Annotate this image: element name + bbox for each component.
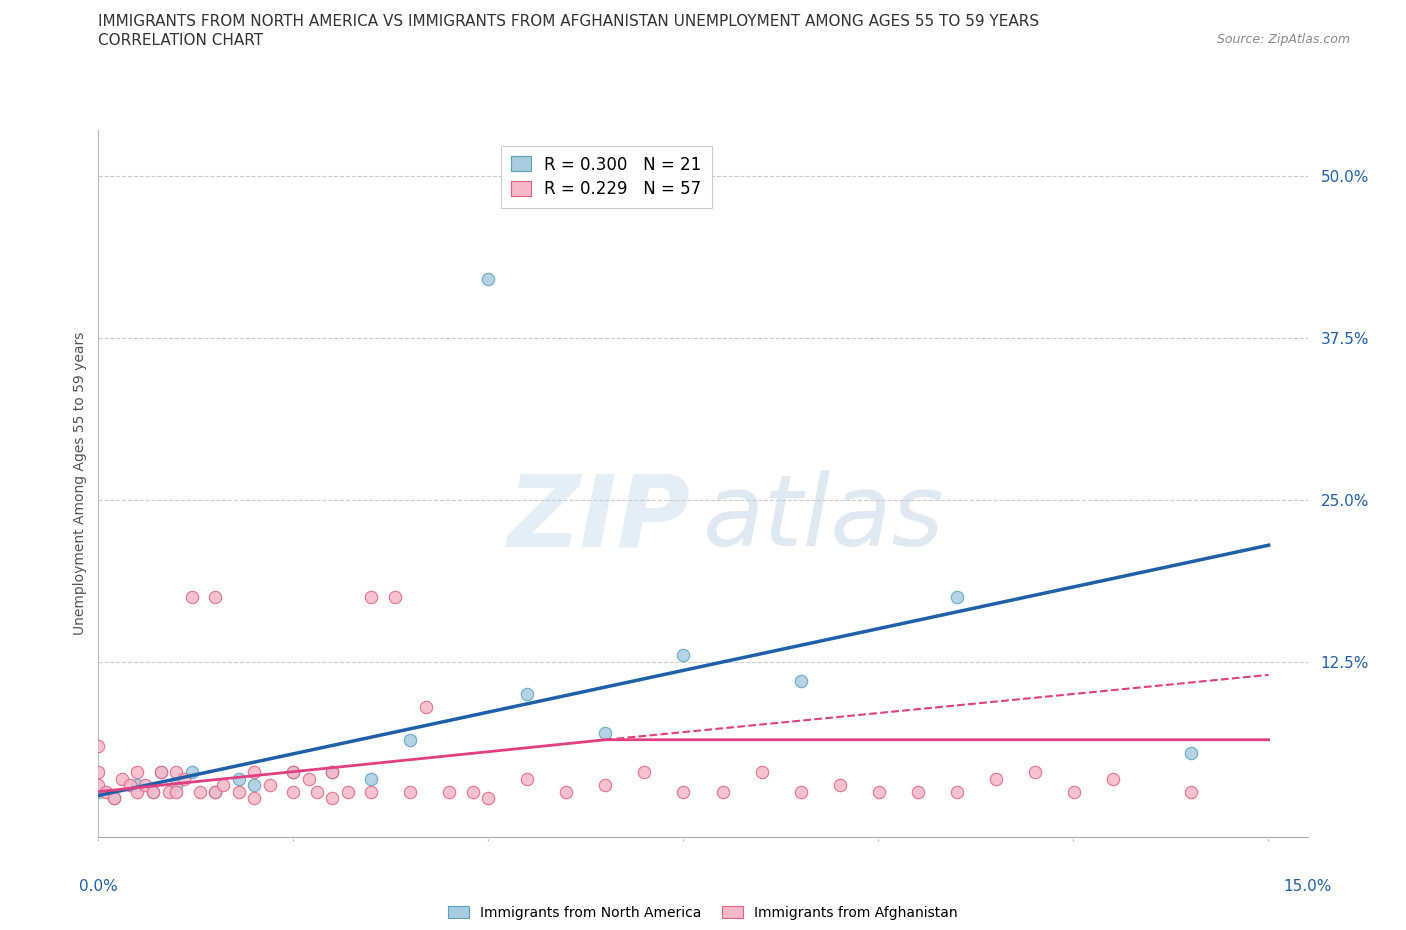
Point bbox=[204, 784, 226, 799]
Point bbox=[134, 777, 156, 792]
Point bbox=[321, 764, 343, 779]
Point bbox=[127, 777, 149, 792]
Point bbox=[595, 725, 617, 740]
Text: atlas: atlas bbox=[703, 471, 945, 567]
Point bbox=[1024, 764, 1046, 779]
Point bbox=[399, 732, 422, 747]
Point bbox=[204, 784, 226, 799]
Point bbox=[360, 784, 382, 799]
Point bbox=[1063, 784, 1085, 799]
Point bbox=[595, 777, 617, 792]
Point bbox=[142, 784, 165, 799]
Point bbox=[321, 764, 343, 779]
Text: CORRELATION CHART: CORRELATION CHART bbox=[98, 33, 263, 47]
Point bbox=[907, 784, 929, 799]
Point bbox=[283, 784, 305, 799]
Point bbox=[165, 784, 187, 799]
Legend: Immigrants from North America, Immigrants from Afghanistan: Immigrants from North America, Immigrant… bbox=[443, 900, 963, 925]
Point bbox=[751, 764, 773, 779]
Point bbox=[711, 784, 734, 799]
Point bbox=[555, 784, 578, 799]
Point bbox=[516, 771, 538, 786]
Point bbox=[477, 272, 499, 286]
Point bbox=[828, 777, 851, 792]
Text: 0.0%: 0.0% bbox=[79, 879, 118, 894]
Point bbox=[516, 687, 538, 702]
Point bbox=[243, 764, 266, 779]
Point bbox=[945, 590, 967, 604]
Point bbox=[415, 700, 437, 715]
Point bbox=[181, 764, 204, 779]
Point bbox=[461, 784, 484, 799]
Point bbox=[243, 790, 266, 805]
Point bbox=[868, 784, 890, 799]
Point bbox=[228, 784, 250, 799]
Point bbox=[212, 777, 235, 792]
Point bbox=[127, 784, 149, 799]
Point bbox=[259, 777, 281, 792]
Point bbox=[243, 777, 266, 792]
Point bbox=[283, 764, 305, 779]
Point bbox=[298, 771, 321, 786]
Point bbox=[1180, 784, 1202, 799]
Point bbox=[165, 777, 187, 792]
Point bbox=[672, 784, 695, 799]
Point bbox=[337, 784, 360, 799]
Point bbox=[142, 784, 165, 799]
Point bbox=[87, 784, 110, 799]
Point bbox=[87, 738, 110, 753]
Point bbox=[228, 771, 250, 786]
Point bbox=[633, 764, 655, 779]
Point bbox=[127, 764, 149, 779]
Point bbox=[173, 771, 195, 786]
Point bbox=[789, 784, 811, 799]
Point bbox=[118, 777, 141, 792]
Point bbox=[321, 790, 343, 805]
Point bbox=[283, 764, 305, 779]
Point bbox=[305, 784, 328, 799]
Text: 15.0%: 15.0% bbox=[1284, 879, 1331, 894]
Text: IMMIGRANTS FROM NORTH AMERICA VS IMMIGRANTS FROM AFGHANISTAN UNEMPLOYMENT AMONG : IMMIGRANTS FROM NORTH AMERICA VS IMMIGRA… bbox=[98, 14, 1039, 29]
Point bbox=[103, 790, 125, 805]
Point bbox=[984, 771, 1007, 786]
Point bbox=[165, 764, 187, 779]
Point bbox=[111, 771, 134, 786]
Text: ZIP: ZIP bbox=[508, 471, 690, 567]
Point bbox=[149, 764, 172, 779]
Point bbox=[87, 764, 110, 779]
Point bbox=[477, 790, 499, 805]
Point bbox=[204, 590, 226, 604]
Point bbox=[181, 590, 204, 604]
Point bbox=[157, 784, 180, 799]
Point bbox=[384, 590, 406, 604]
Point bbox=[103, 790, 125, 805]
Text: Source: ZipAtlas.com: Source: ZipAtlas.com bbox=[1216, 33, 1350, 46]
Point bbox=[87, 777, 110, 792]
Point bbox=[360, 590, 382, 604]
Point bbox=[188, 784, 211, 799]
Point bbox=[360, 771, 382, 786]
Point bbox=[1101, 771, 1123, 786]
Y-axis label: Unemployment Among Ages 55 to 59 years: Unemployment Among Ages 55 to 59 years bbox=[73, 332, 87, 635]
Point bbox=[1180, 745, 1202, 760]
Point bbox=[439, 784, 461, 799]
Point bbox=[149, 764, 172, 779]
Point bbox=[399, 784, 422, 799]
Point bbox=[96, 784, 118, 799]
Point bbox=[945, 784, 967, 799]
Point bbox=[789, 674, 811, 689]
Point bbox=[672, 648, 695, 663]
